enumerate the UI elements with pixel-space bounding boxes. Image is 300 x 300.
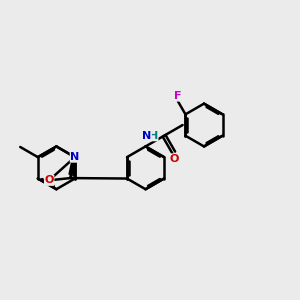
Text: H: H [149, 131, 158, 141]
Text: O: O [44, 175, 54, 185]
Text: O: O [169, 154, 178, 164]
Text: N: N [70, 152, 80, 162]
Text: F: F [174, 91, 182, 101]
Text: N: N [142, 131, 152, 141]
